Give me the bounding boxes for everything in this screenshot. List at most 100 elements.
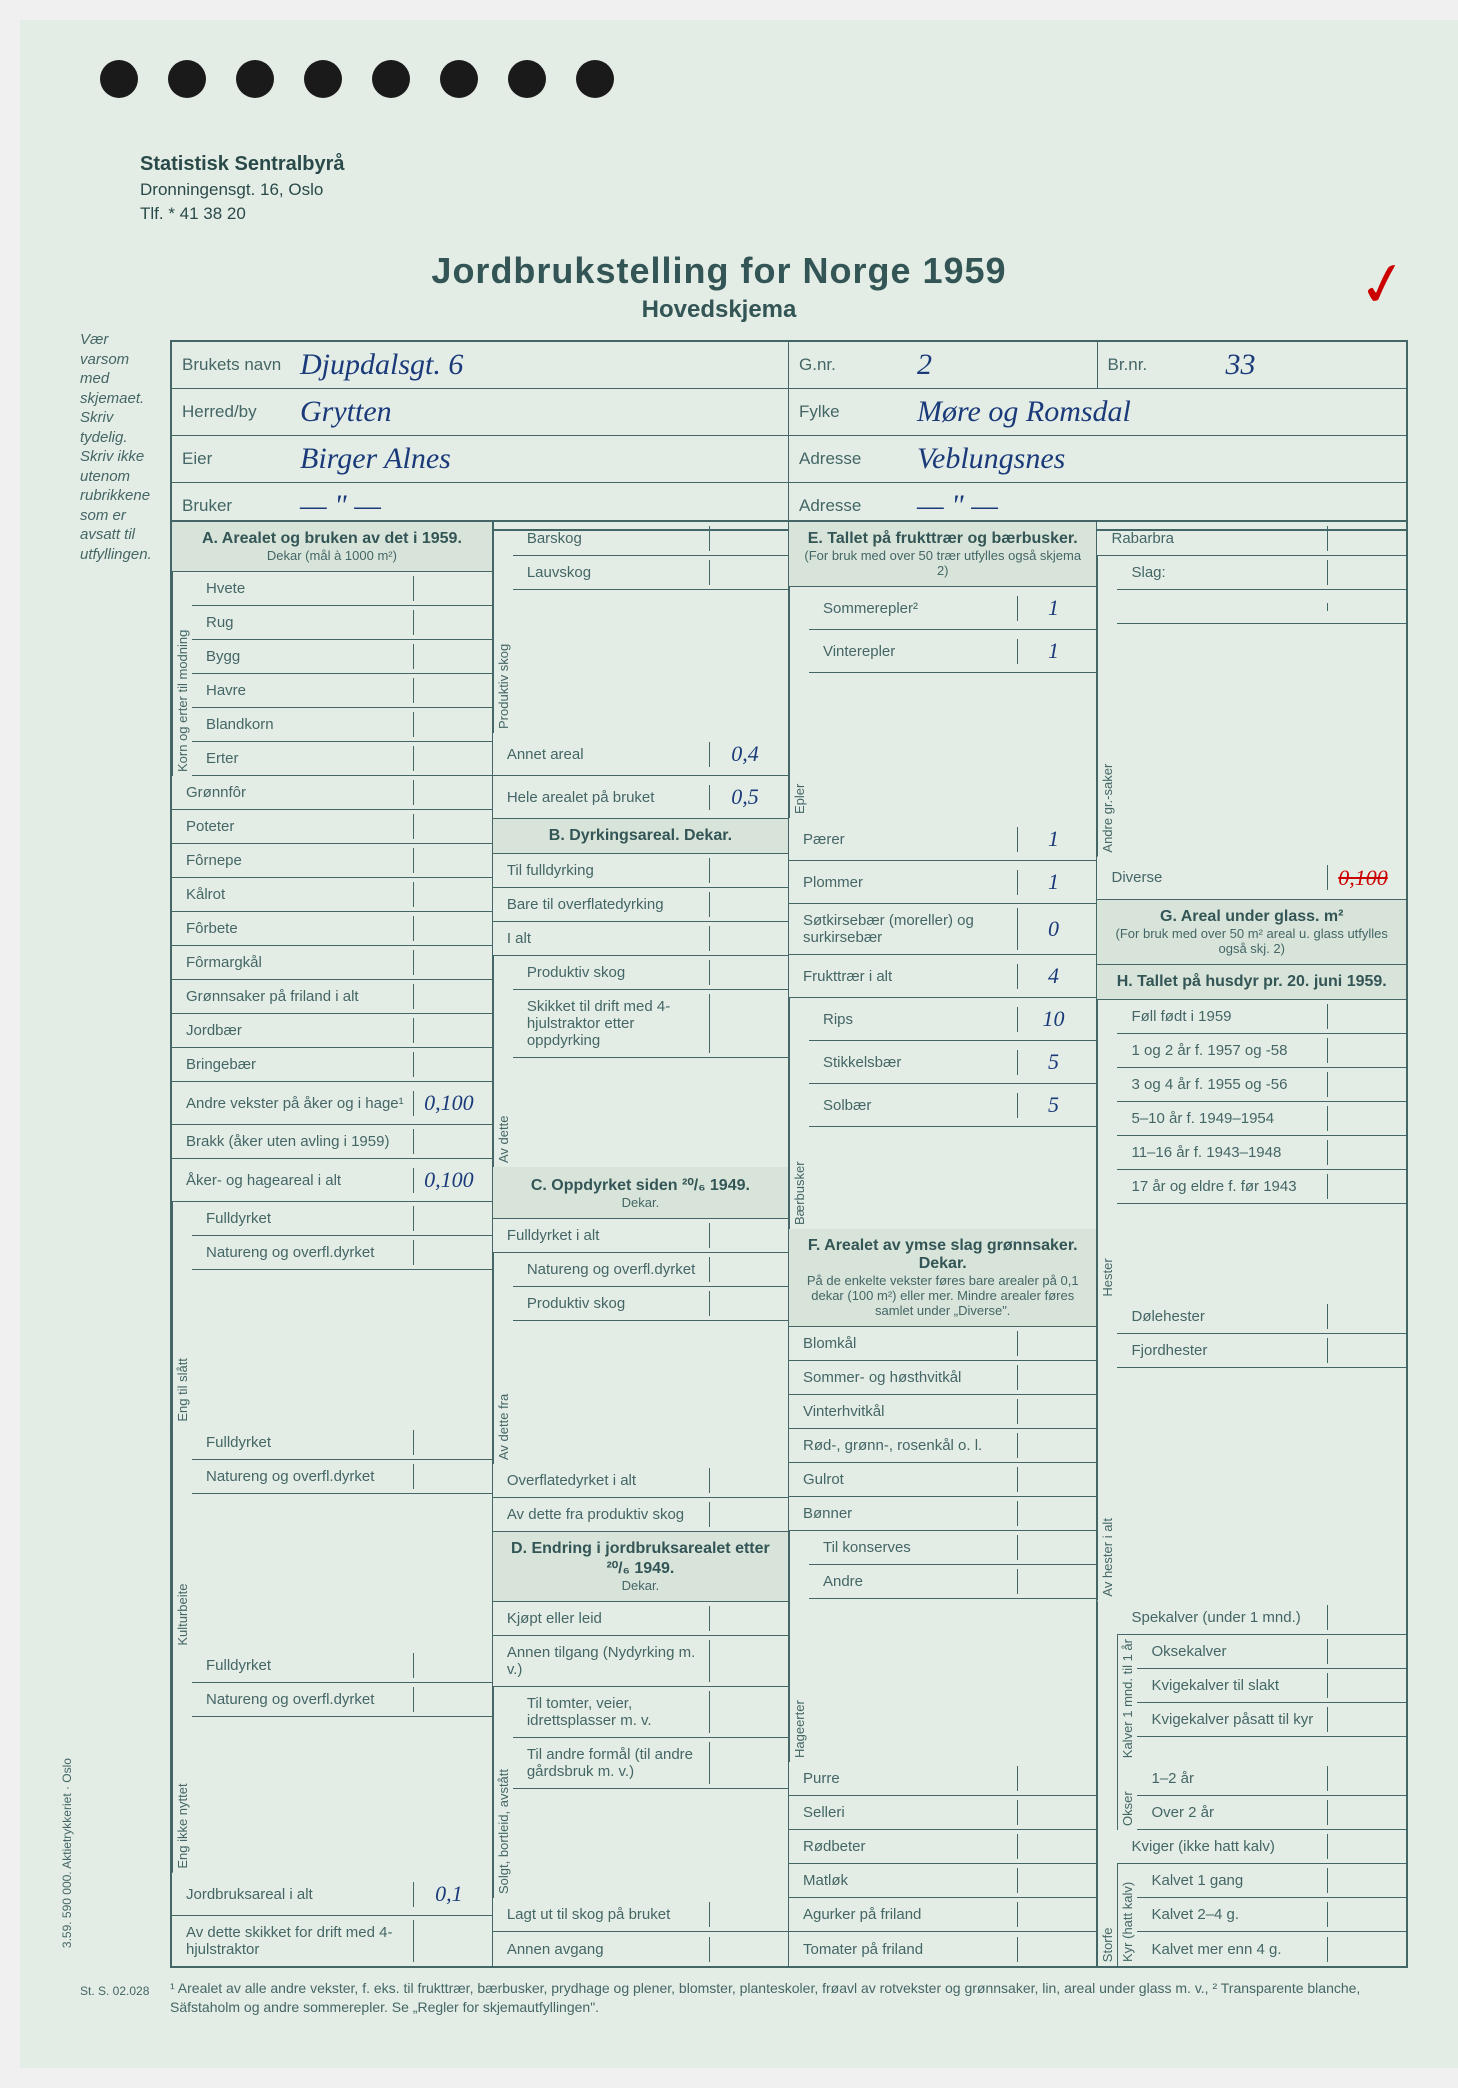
row-hest-17: 17 år og eldre f. før 1943 [1125,1174,1328,1199]
row-b-overflate: Bare til overflatedyrking [501,892,710,917]
adresse2-label: Adresse [799,496,909,516]
row-plommer: Plommer [797,870,1019,895]
row-poteter: Poteter [180,814,414,839]
row-kalrot: Kålrot [180,882,414,907]
sommerepler-val: 1 [1048,595,1059,620]
row-kyr-4: Kalvet mer enn 4 g. [1145,1937,1328,1962]
aaker-val: 0,100 [424,1167,474,1192]
jordbruk-val: 0,1 [435,1881,463,1906]
diverse-val: 0,100 [1338,865,1388,890]
rips-val: 10 [1042,1006,1064,1031]
row-slag: Slag: [1125,560,1328,585]
form-subtitle: Hovedskjema [20,296,1418,324]
baer-label: Bærbusker [789,998,809,1229]
form-code: St. S. 02.028 [80,1984,149,1998]
row-dolehester: Dølehester [1125,1304,1328,1329]
herred-value: Grytten [292,395,392,429]
row-fornepe: Fôrnepe [180,848,414,873]
row-c-prodskog: Produktiv skog [521,1291,710,1316]
row-andre-erter: Andre [817,1569,1019,1594]
punch-holes [100,60,614,98]
row-purre: Purre [797,1766,1019,1791]
row-blomkal: Blomkål [797,1331,1019,1356]
stikkelsbaer-val: 5 [1048,1049,1059,1074]
paerer-val: 1 [1048,826,1059,851]
fylke-value: Møre og Romsdal [909,395,1131,429]
row-gulrot: Gulrot [797,1467,1019,1492]
eng-label: Eng til slått [172,1202,192,1426]
row-matlok: Matløk [797,1868,1019,1893]
brukets-navn-value: Djupdalsgt. 6 [292,348,463,382]
prod-skog-label: Produktiv skog [493,522,513,733]
vinterepler-val: 1 [1048,638,1059,663]
avhester-label: Av hester i alt [1097,1300,1117,1601]
row-stikkelsbaer: Stikkelsbær [817,1050,1019,1075]
row-aaker: Åker- og hageareal i alt [180,1168,414,1193]
andre-vekster-val: 0,100 [424,1090,474,1115]
c-avdette-label: Av dette fra [493,1253,513,1464]
korn-label: Korn og erter til modning [172,572,192,776]
adresse1-value: Veblungsnes [909,442,1065,476]
brnr-label: Br.nr. [1108,355,1218,375]
row-blandkorn: Blandkorn [200,712,414,737]
row-okser-12: 1–2 år [1145,1766,1328,1791]
row-hest-510: 5–10 år f. 1949–1954 [1125,1106,1328,1131]
avdette-label: Av dette [493,956,513,1167]
row-paerer: Pærer [797,827,1019,852]
row-ei-fulldyrket: Fulldyrket [200,1653,414,1678]
row-hele: Hele arealet på bruket [501,785,710,810]
row-c-avdette-prod: Av dette fra produktiv skog [501,1502,710,1527]
gnr-value: 2 [909,348,932,382]
row-c-natureng: Natureng og overfl.dyrket [521,1257,710,1282]
row-b-prodskog: Produktiv skog [521,960,710,985]
row-hest-34: 3 og 4 år f. 1955 og -56 [1125,1072,1328,1097]
row-bringebaer: Bringebær [180,1052,414,1077]
row-annet: Annet areal [501,742,710,767]
herred-label: Herred/by [182,402,292,422]
solbaer-val: 5 [1048,1092,1059,1117]
row-skikket: Av dette skikket for drift med 4-hjulstr… [180,1920,414,1962]
engikke-label: Eng ikke nyttet [172,1649,192,1873]
row-rips: Rips [817,1007,1019,1032]
row-kult-natureng: Natureng og overfl.dyrket [200,1464,414,1489]
row-sommerkal: Sommer- og høsthvitkål [797,1365,1019,1390]
org-phone: Tlf. * 41 38 20 [140,202,345,226]
row-b-fulldyrking: Til fulldyrking [501,858,710,883]
kalver1-label: Kalver 1 mnd. til 1 år [1117,1635,1137,1762]
column-a: A. Arealet og bruken av det i 1959. Deka… [172,522,493,1966]
solgt-label: Solgt, bortleid, avstått [493,1687,513,1898]
section-d-header: D. Endring i jordbruksarealet etter ²⁰/₆… [493,1532,788,1602]
row-jordbaer: Jordbær [180,1018,414,1043]
row-c-fulldyrket: Fulldyrket i alt [501,1223,710,1248]
row-rug: Rug [200,610,414,635]
row-kyr-24: Kalvet 2–4 g. [1145,1902,1328,1927]
row-selleri: Selleri [797,1800,1019,1825]
row-andre-vekster: Andre vekster på åker og i hage¹ [180,1091,414,1116]
row-d-kjopt: Kjøpt eller leid [501,1606,710,1631]
adresse2-value: — " — [909,489,998,523]
row-agurker: Agurker på friland [797,1902,1019,1927]
row-d-tomter: Til tomter, veier, idrettsplasser m. v. [521,1691,710,1733]
row-sommerepler: Sommerepler² [817,596,1019,621]
row-hvete: Hvete [200,576,414,601]
row-d-avgang: Annen avgang [501,1937,710,1962]
okser-label: Okser [1117,1762,1137,1830]
row-okse: Oksekalver [1145,1639,1328,1664]
row-solbaer: Solbær [817,1093,1019,1118]
row-fjordhester: Fjordhester [1125,1338,1328,1363]
row-formargkal: Fôrmargkål [180,950,414,975]
row-d-annen: Annen tilgang (Nydyrking m. v.) [501,1640,710,1682]
bruker-value: — " — [292,489,381,523]
column-gh: Rabarbra Andre gr.-saker Slag: Diverse0,… [1097,522,1406,1966]
row-gronnfor: Grønnfôr [180,780,414,805]
bruker-label: Bruker [182,496,292,516]
row-kult-fulldyrket: Fulldyrket [200,1430,414,1455]
brukets-navn-label: Brukets navn [182,355,292,375]
title-block: Jordbrukstelling for Norge 1959 Hovedskj… [20,250,1418,324]
row-spekalver: Spekalver (under 1 mnd.) [1125,1605,1328,1630]
row-tomater: Tomater på friland [797,1937,1019,1962]
row-ei-natureng: Natureng og overfl.dyrket [200,1687,414,1712]
gnr-label: G.nr. [799,355,909,375]
epler-label: Epler [789,587,809,818]
kirsebaer-val: 0 [1048,916,1059,941]
